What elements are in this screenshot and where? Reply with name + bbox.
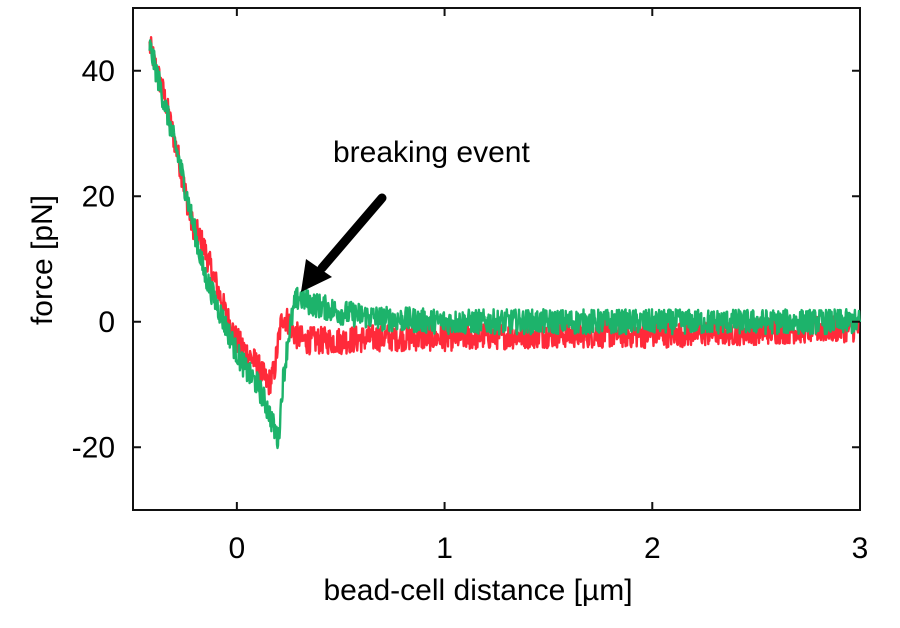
series-trace-2	[148, 39, 862, 450]
x-axis-label: bead-cell distance [µm]	[323, 574, 632, 607]
annotation-text: breaking event	[333, 136, 530, 169]
ticks-layer: 0 1 2 3 -20 0 20 40	[72, 8, 869, 565]
y-axis-label: force [pN]	[26, 195, 59, 325]
x-tick-label: 1	[436, 532, 453, 565]
y-tick-label: 20	[82, 180, 115, 213]
annotation-arrow	[301, 193, 387, 292]
y-tick-label: 0	[98, 306, 115, 339]
y-tick-label: 40	[82, 55, 115, 88]
x-tick-label: 2	[644, 532, 661, 565]
y-tick-label: -20	[72, 431, 115, 464]
plot-frame	[132, 7, 861, 511]
x-tick-label: 0	[229, 532, 246, 565]
x-tick-label: 3	[852, 532, 869, 565]
series-layer	[148, 36, 862, 450]
